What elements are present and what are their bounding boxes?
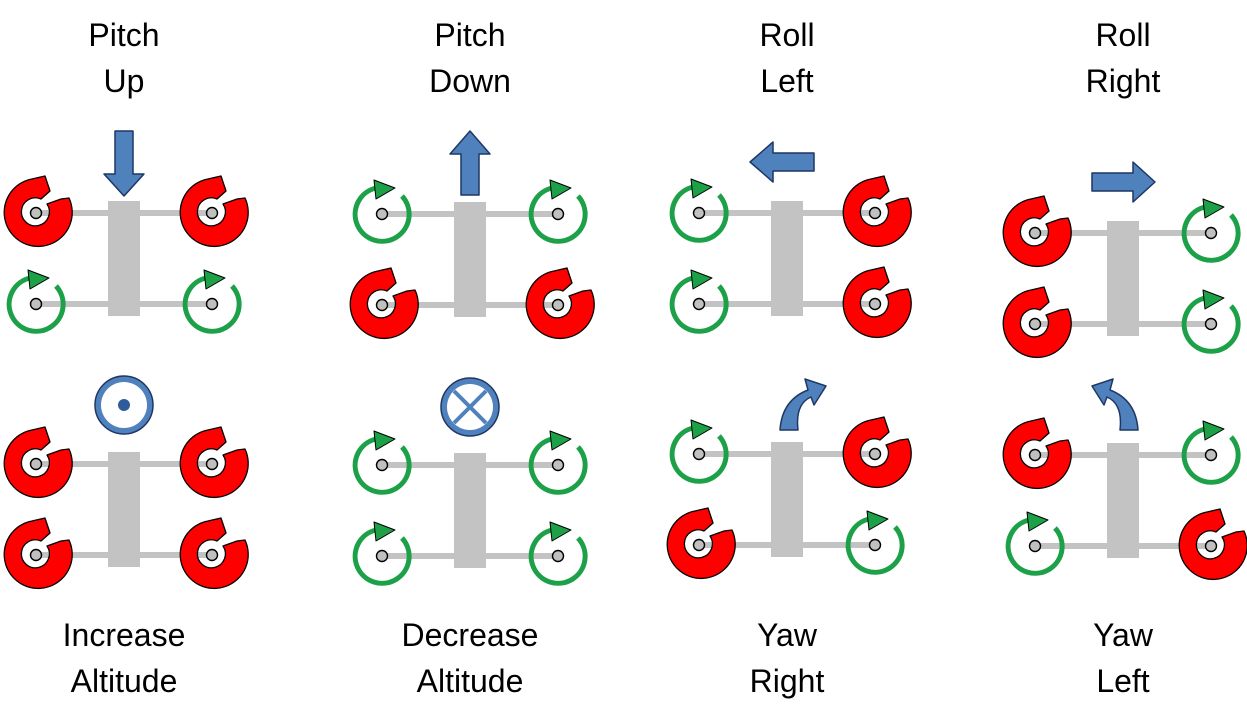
panel-label-line1: Pitch [434,17,505,53]
motor-hub [1204,226,1218,240]
motor-hub [868,538,882,552]
frame-body [771,201,803,316]
quadcopters [3,175,1247,590]
panel-label-line2: Altitude [417,663,524,699]
motor-hub [1028,317,1042,331]
motor-hub [29,548,43,562]
motor-hub [205,548,219,562]
motor-hub [692,206,706,220]
motor-hub [205,206,219,220]
motor-hub [375,207,389,221]
motor-hub [375,298,389,312]
panel-label-line2: Altitude [71,663,178,699]
panel-label-line1: Roll [759,17,814,53]
panel-label-line2: Down [429,63,511,99]
frame-body [454,453,486,568]
panel-label-line2: Left [760,63,813,99]
frame-body [454,202,486,317]
out-of-page-icon [94,375,154,435]
motor-hub [29,206,43,220]
frame-body [108,201,140,316]
panel-label-line1: Yaw [757,617,818,653]
panel-label-line1: Yaw [1093,617,1154,653]
motor-hub [205,457,219,471]
frame-body [1107,221,1139,336]
motor-hub [375,549,389,563]
quadcopter-decrease-altitude [355,431,585,583]
motor-hub [1028,539,1042,553]
motor-hub [205,297,219,311]
quadcopter-increase-altitude [3,426,249,590]
panel-label-line1: Decrease [402,617,539,653]
quadcopter-roll-right [1002,195,1238,359]
motor-hub [1028,448,1042,462]
motor-hub [1028,226,1042,240]
motor-hub [692,538,706,552]
quadcopter-yaw-right [666,416,912,580]
frame-body [771,442,803,557]
motor-hub [1204,448,1218,462]
arrow-left-icon [749,141,815,183]
motor-hub [29,297,43,311]
arrow-down-icon [103,130,145,197]
motor-hub [1204,317,1218,331]
motor-hub [868,206,882,220]
panel-label-line1: Pitch [88,17,159,53]
frame-body [1107,443,1139,558]
quadcopter-pitch-up [3,175,249,331]
motor-hub [692,297,706,311]
frame-body [108,452,140,567]
into-page-icon [440,377,500,437]
quadcopter-yaw-left [1002,417,1247,581]
curved-arrow-right-icon [779,378,827,431]
quadcopter-pitch-down [349,180,595,340]
arrow-up-icon [449,130,491,196]
motor-hub [868,297,882,311]
panel-label-line2: Up [104,63,145,99]
panel-label-line2: Left [1096,663,1149,699]
arrow-right-icon [1091,161,1156,203]
motor-hub [868,447,882,461]
motor-hub [692,447,706,461]
motor-hub [29,457,43,471]
motor-hub [1204,539,1218,553]
motor-hub [551,458,565,472]
panel-label-line1: Increase [63,617,186,653]
quadcopter-roll-left [672,175,912,339]
curved-arrow-left-icon [1091,378,1139,431]
motor-hub [551,207,565,221]
motor-hub [375,458,389,472]
motor-hub [551,549,565,563]
panel-label-line1: Roll [1095,17,1150,53]
panel-label-line2: Right [1086,63,1161,99]
motor-hub [551,298,565,312]
panel-label-line2: Right [750,663,825,699]
